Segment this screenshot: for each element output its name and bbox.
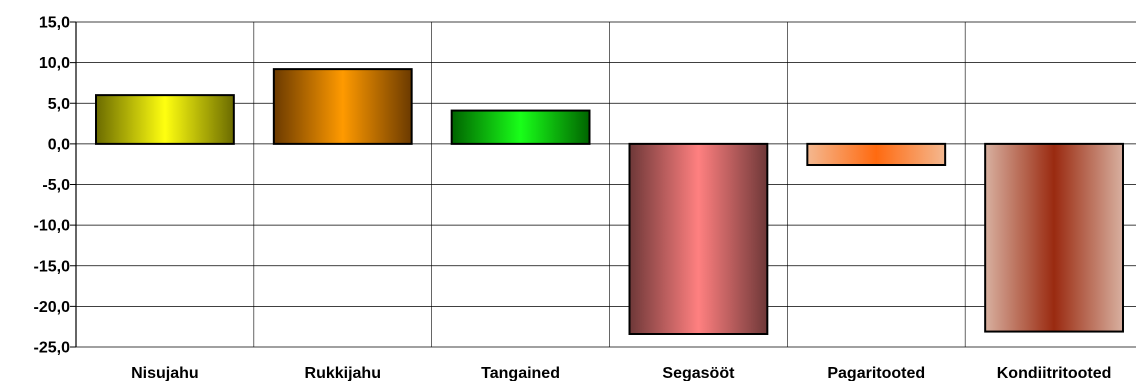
bar-nisujahu	[95, 94, 235, 145]
bars	[95, 68, 1124, 335]
grid-lines	[76, 21, 1136, 348]
y-tick-label: -15,0	[34, 258, 71, 275]
category-label: Nisujahu	[131, 365, 199, 381]
y-tick-label: 15,0	[39, 15, 70, 32]
y-tick-label: -20,0	[34, 299, 71, 316]
category-label: Tangained	[481, 365, 560, 381]
bar-rukkijahu	[272, 68, 413, 145]
y-tick-label: -25,0	[34, 340, 71, 357]
category-label: Kondiitritooted	[997, 365, 1112, 381]
category-labels: Nisujahu Rukkijahu Tangained Segasööt Pagari…	[131, 365, 1111, 381]
bar-tangained	[450, 109, 591, 145]
bar-segasööt	[628, 142, 769, 335]
category-label: Segasööt	[662, 365, 735, 381]
y-tick-label: 10,0	[39, 55, 70, 72]
bar-pagaritooted	[806, 142, 947, 166]
y-tick-labels: 15,0 10,0 5,0 0,0 -5,0 -10,0 -15,0 -20,0 -25,0	[34, 15, 71, 357]
y-tick-label: -10,0	[34, 218, 71, 235]
axes	[70, 21, 77, 348]
category-label: Rukkijahu	[305, 365, 381, 381]
y-tick-label: 0,0	[48, 136, 70, 153]
y-tick-label: -5,0	[42, 177, 70, 194]
y-tick-label: 5,0	[48, 96, 70, 113]
bar-kondiitritooted	[984, 142, 1124, 333]
category-label: Pagaritooted	[827, 365, 925, 381]
